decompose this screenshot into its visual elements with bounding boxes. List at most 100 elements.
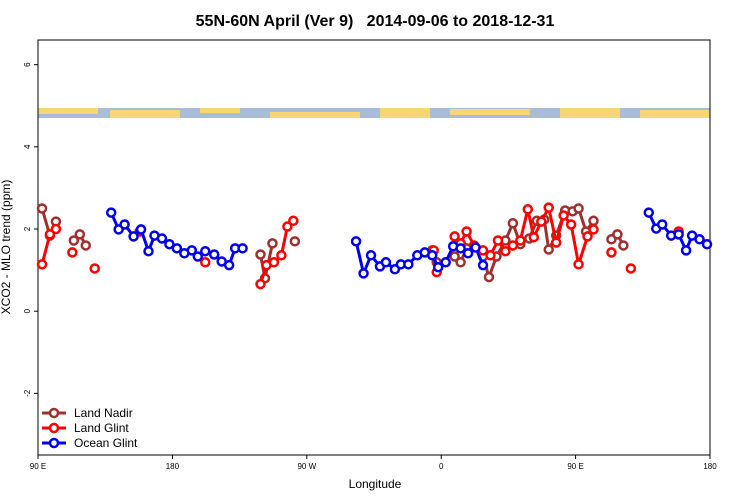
series-point	[543, 244, 554, 255]
series-point	[432, 261, 444, 273]
series-point	[477, 259, 489, 271]
y-tick-label: 2	[23, 226, 32, 231]
series-point	[403, 259, 414, 270]
chart-title: 55N-60N April (Ver 9) 2014-09-06 to 2018…	[196, 13, 555, 30]
series-point	[618, 240, 629, 251]
y-tick-label: -2	[23, 389, 32, 397]
series-point	[105, 207, 117, 218]
x-tick-label: 90 E	[567, 462, 583, 471]
series-point	[573, 203, 584, 214]
x-tick-label: 180	[166, 462, 180, 471]
series-point	[462, 248, 474, 259]
series-point	[582, 231, 593, 242]
y-tick-label: 6	[23, 62, 32, 67]
series-point	[550, 237, 562, 248]
series-point	[74, 229, 86, 240]
x-tick-label: 90 E	[30, 462, 46, 471]
series-point	[449, 231, 460, 242]
x-tick-label: 90 W	[297, 462, 316, 471]
series-point	[171, 243, 183, 254]
series-point	[143, 245, 154, 257]
series-point	[267, 238, 278, 249]
series-point	[200, 257, 211, 268]
series-point	[50, 223, 62, 235]
series-point	[461, 226, 472, 237]
series-point	[455, 257, 466, 268]
y-tick-label: 0	[23, 308, 32, 313]
series-point	[606, 247, 617, 258]
series-point	[507, 218, 519, 229]
series-point	[164, 238, 175, 250]
series-point	[522, 204, 534, 215]
legend-marker	[48, 407, 60, 419]
series-point	[135, 224, 147, 235]
series-point	[558, 210, 569, 221]
legend-label: Land Nadir	[74, 406, 133, 420]
series-point	[358, 268, 369, 279]
series-point	[565, 219, 577, 230]
x-tick-label: 0	[439, 462, 444, 471]
series-point	[350, 236, 362, 247]
legend-marker	[48, 437, 60, 449]
series-point	[223, 259, 235, 271]
series-point	[500, 245, 511, 257]
series-point	[573, 259, 584, 270]
series-point	[119, 219, 130, 230]
series-point	[36, 203, 48, 214]
series-point	[625, 263, 637, 274]
series-point	[483, 271, 495, 283]
series-point	[543, 202, 554, 213]
series-point	[492, 235, 504, 246]
y-tick-label: 4	[23, 144, 32, 149]
series-point	[268, 257, 280, 268]
series-point	[656, 219, 668, 230]
series-point	[282, 221, 293, 232]
series-point	[588, 215, 599, 227]
x-axis-label: Longitude	[349, 477, 402, 491]
series-point	[68, 235, 80, 246]
series-point	[536, 216, 547, 227]
series-point	[156, 233, 168, 244]
series-point	[470, 242, 481, 253]
series-point	[67, 247, 78, 258]
y-axis-label: XCO2 - MLO trend (ppm)	[0, 180, 13, 315]
series-point	[200, 245, 211, 257]
series-point	[255, 278, 266, 290]
series-point	[237, 243, 248, 254]
map-strip	[38, 108, 710, 118]
plot-frame	[37, 39, 711, 456]
series-point	[673, 229, 684, 240]
legend-marker	[48, 422, 60, 434]
series-point	[380, 257, 392, 268]
series-point	[643, 207, 655, 218]
series-point	[507, 240, 519, 251]
series-point	[208, 249, 220, 260]
series-point	[89, 263, 100, 274]
series-point	[192, 251, 204, 262]
series-point	[426, 250, 438, 261]
series-point	[288, 215, 299, 227]
legend-label: Land Glint	[74, 421, 129, 435]
series-point	[365, 250, 377, 261]
series-point	[80, 240, 92, 251]
series-point	[186, 245, 198, 256]
series-point	[528, 231, 540, 243]
series-point	[440, 257, 451, 268]
series-point	[36, 259, 48, 270]
series-point	[588, 224, 599, 235]
series-point	[515, 235, 526, 246]
series-point	[276, 250, 287, 261]
series-point	[694, 234, 705, 245]
series-point	[701, 238, 713, 250]
legend-label: Ocean Glint	[74, 436, 138, 450]
x-tick-label: 180	[703, 462, 717, 471]
series-point	[449, 251, 460, 262]
series-point	[612, 229, 623, 240]
series-point	[255, 249, 266, 260]
series-point	[485, 250, 496, 261]
series-point	[128, 231, 139, 242]
series-point	[455, 243, 466, 254]
series-point	[680, 245, 692, 256]
series-point	[289, 236, 301, 247]
